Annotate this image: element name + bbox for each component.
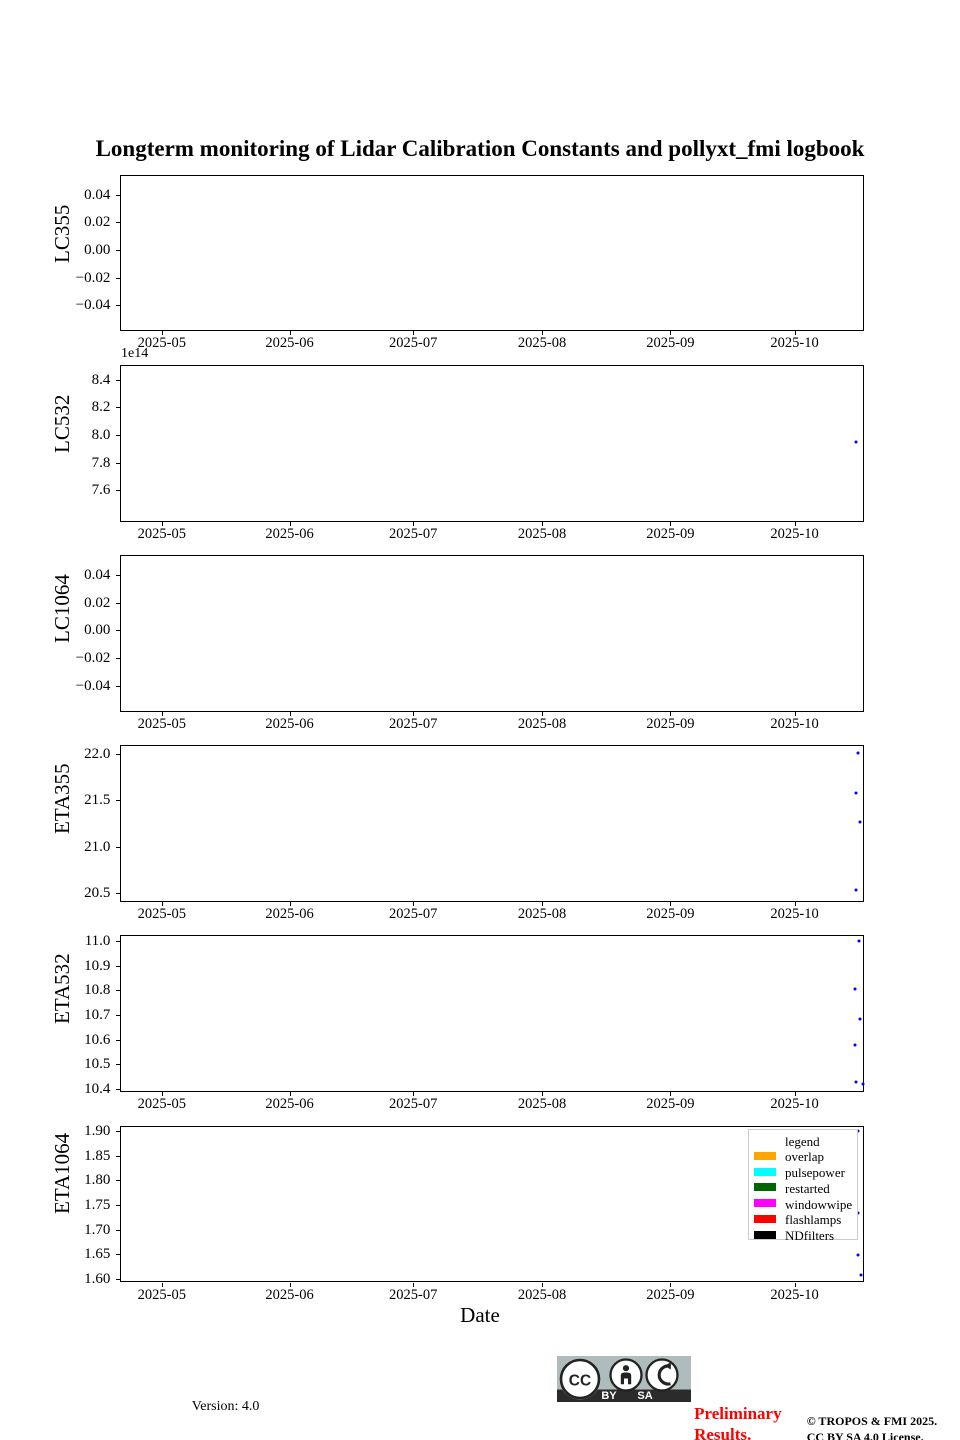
svg-text:SA: SA xyxy=(637,1390,652,1402)
svg-text:CC: CC xyxy=(568,1373,590,1390)
svg-text:BY: BY xyxy=(601,1390,617,1402)
